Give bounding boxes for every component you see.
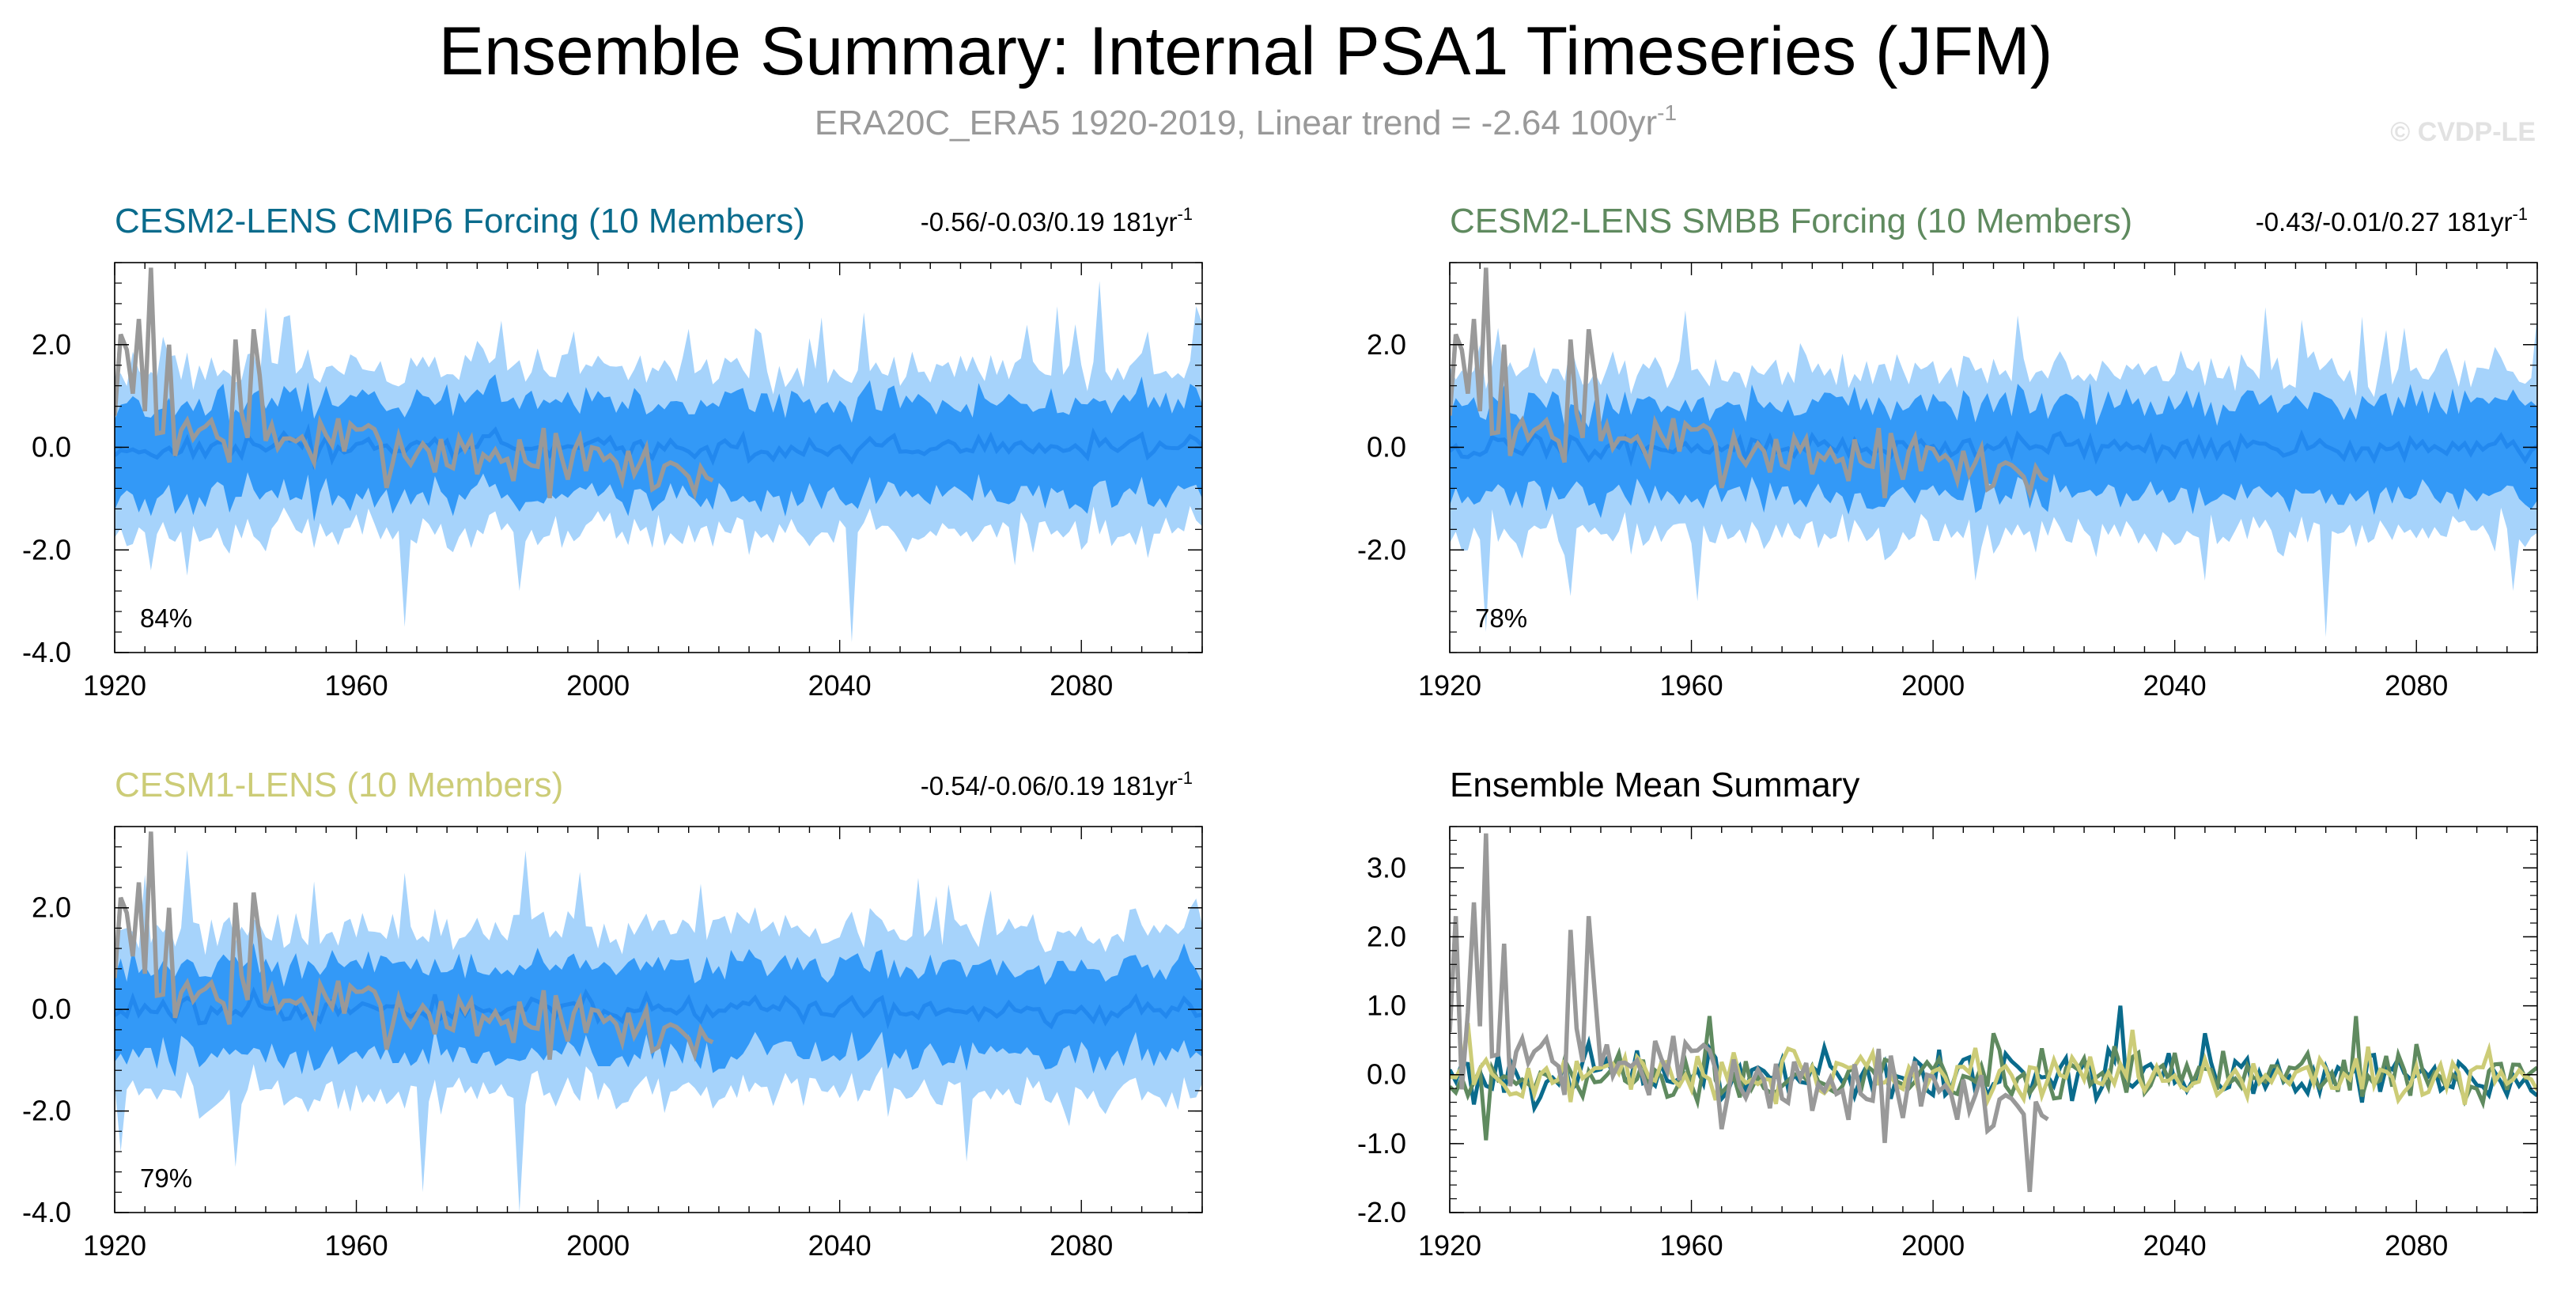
y-tick-label: -2.0 — [1357, 1196, 1406, 1228]
x-tick-label: 1920 — [1418, 669, 1481, 702]
x-tick-label: 2000 — [1901, 1229, 1965, 1262]
y-tick-label: 1.0 — [1367, 989, 1406, 1022]
x-tick-label: 2080 — [1050, 1229, 1113, 1262]
observed-line — [115, 267, 714, 501]
y-tick-label: 0.0 — [32, 993, 71, 1025]
x-tick-label: 1960 — [325, 669, 388, 702]
percent-label: 84% — [140, 604, 192, 633]
y-tick-label: -4.0 — [22, 636, 71, 668]
x-tick-label: 2000 — [1901, 669, 1965, 702]
chart-panel-ensemble-mean: Ensemble Mean Summary 1920 1960 2000 2040 208… — [1357, 766, 2538, 1262]
figure-subtitle: ERA20C_ERA5 1920-2019, Linear trend = -2… — [815, 100, 1677, 142]
y-tick-label: 2.0 — [32, 328, 71, 361]
plot-area — [115, 831, 1202, 1213]
y-tick-label: 2.0 — [32, 891, 71, 924]
observed-line — [1450, 833, 2049, 1193]
x-tick-label: 1960 — [1660, 669, 1723, 702]
plot-area — [1450, 833, 2537, 1193]
panel-stat: -0.54/-0.06/0.19 181yr-1 — [921, 768, 1193, 800]
x-tick-label: 1960 — [1660, 1229, 1723, 1262]
panel-stat-superscript: -1 — [2512, 204, 2528, 224]
x-tick-label: 1960 — [325, 1229, 388, 1262]
x-tick-label: 1920 — [1418, 1229, 1481, 1262]
panel-title: CESM2-LENS SMBB Forcing (10 Members) — [1450, 202, 2132, 240]
percent-label: 79% — [140, 1164, 192, 1193]
percent-label: 78% — [1475, 604, 1527, 633]
plot-area — [115, 267, 1202, 643]
panel-title: CESM2-LENS CMIP6 Forcing (10 Members) — [115, 202, 805, 240]
observed-line — [115, 831, 714, 1062]
panel-title: Ensemble Mean Summary — [1450, 766, 1859, 804]
chart-panel-cesm2-cmip6: CESM2-LENS CMIP6 Forcing (10 Members) -0.… — [22, 202, 1203, 702]
y-tick-label: 0.0 — [32, 431, 71, 464]
panel-stat: -0.43/-0.01/0.27 181yr-1 — [2256, 204, 2528, 236]
chart-panel-cesm1: CESM1-LENS (10 Members) -0.54/-0.06/0.19 … — [22, 766, 1203, 1262]
figure-title: Ensemble Summary: Internal PSA1 Timeseri… — [439, 13, 2053, 89]
y-tick-label: -2.0 — [1357, 533, 1406, 566]
panel-stat-superscript: -1 — [1177, 204, 1193, 224]
panel-stat-value: -0.43/-0.01/0.27 181yr — [2256, 207, 2513, 236]
x-tick-label: 2080 — [2385, 1229, 2448, 1262]
panel-title: CESM1-LENS (10 Members) — [115, 766, 563, 804]
x-tick-label: 2040 — [2143, 1229, 2207, 1262]
x-tick-label: 2080 — [2385, 669, 2448, 702]
panel-stat-value: -0.56/-0.03/0.19 181yr — [921, 207, 1178, 236]
watermark: © CVDP-LE — [2390, 117, 2536, 147]
x-tick-label: 2040 — [808, 1229, 872, 1262]
ensemble-mean-line — [115, 986, 1202, 1030]
x-tick-label: 2000 — [566, 1229, 630, 1262]
y-tick-label: 2.0 — [1367, 920, 1406, 952]
plot-frame — [1449, 826, 2538, 1213]
observed-line — [1450, 267, 2049, 501]
panel-stat-value: -0.54/-0.06/0.19 181yr — [921, 771, 1178, 800]
plot-area — [1450, 267, 2537, 638]
x-tick-label: 1920 — [83, 1229, 146, 1262]
series-line-0 — [1450, 1005, 2537, 1114]
y-tick-label: 2.0 — [1367, 328, 1406, 361]
subtitle-text: ERA20C_ERA5 1920-2019, Linear trend = -2… — [815, 104, 1657, 142]
y-tick-label: 0.0 — [1367, 1058, 1406, 1091]
x-tick-label: 2040 — [2143, 669, 2207, 702]
x-tick-label: 2040 — [808, 669, 872, 702]
ensemble-mean-line — [1450, 429, 2537, 467]
x-tick-label: 1920 — [83, 669, 146, 702]
subtitle-superscript: -1 — [1657, 100, 1677, 125]
y-tick-label: -4.0 — [22, 1196, 71, 1228]
chart-panel-cesm2-smbb: CESM2-LENS SMBB Forcing (10 Members) -0.4… — [1357, 202, 2538, 702]
series-line-2 — [1450, 1023, 2537, 1107]
y-tick-label: -2.0 — [22, 533, 71, 566]
panel-stat-superscript: -1 — [1177, 768, 1193, 788]
y-tick-label: -2.0 — [22, 1095, 71, 1127]
y-tick-label: -1.0 — [1357, 1127, 1406, 1160]
y-tick-label: 0.0 — [1367, 431, 1406, 464]
x-tick-label: 2080 — [1050, 669, 1113, 702]
y-tick-label: 3.0 — [1367, 851, 1406, 884]
x-tick-label: 2000 — [566, 669, 630, 702]
panel-stat: -0.56/-0.03/0.19 181yr-1 — [921, 204, 1193, 236]
